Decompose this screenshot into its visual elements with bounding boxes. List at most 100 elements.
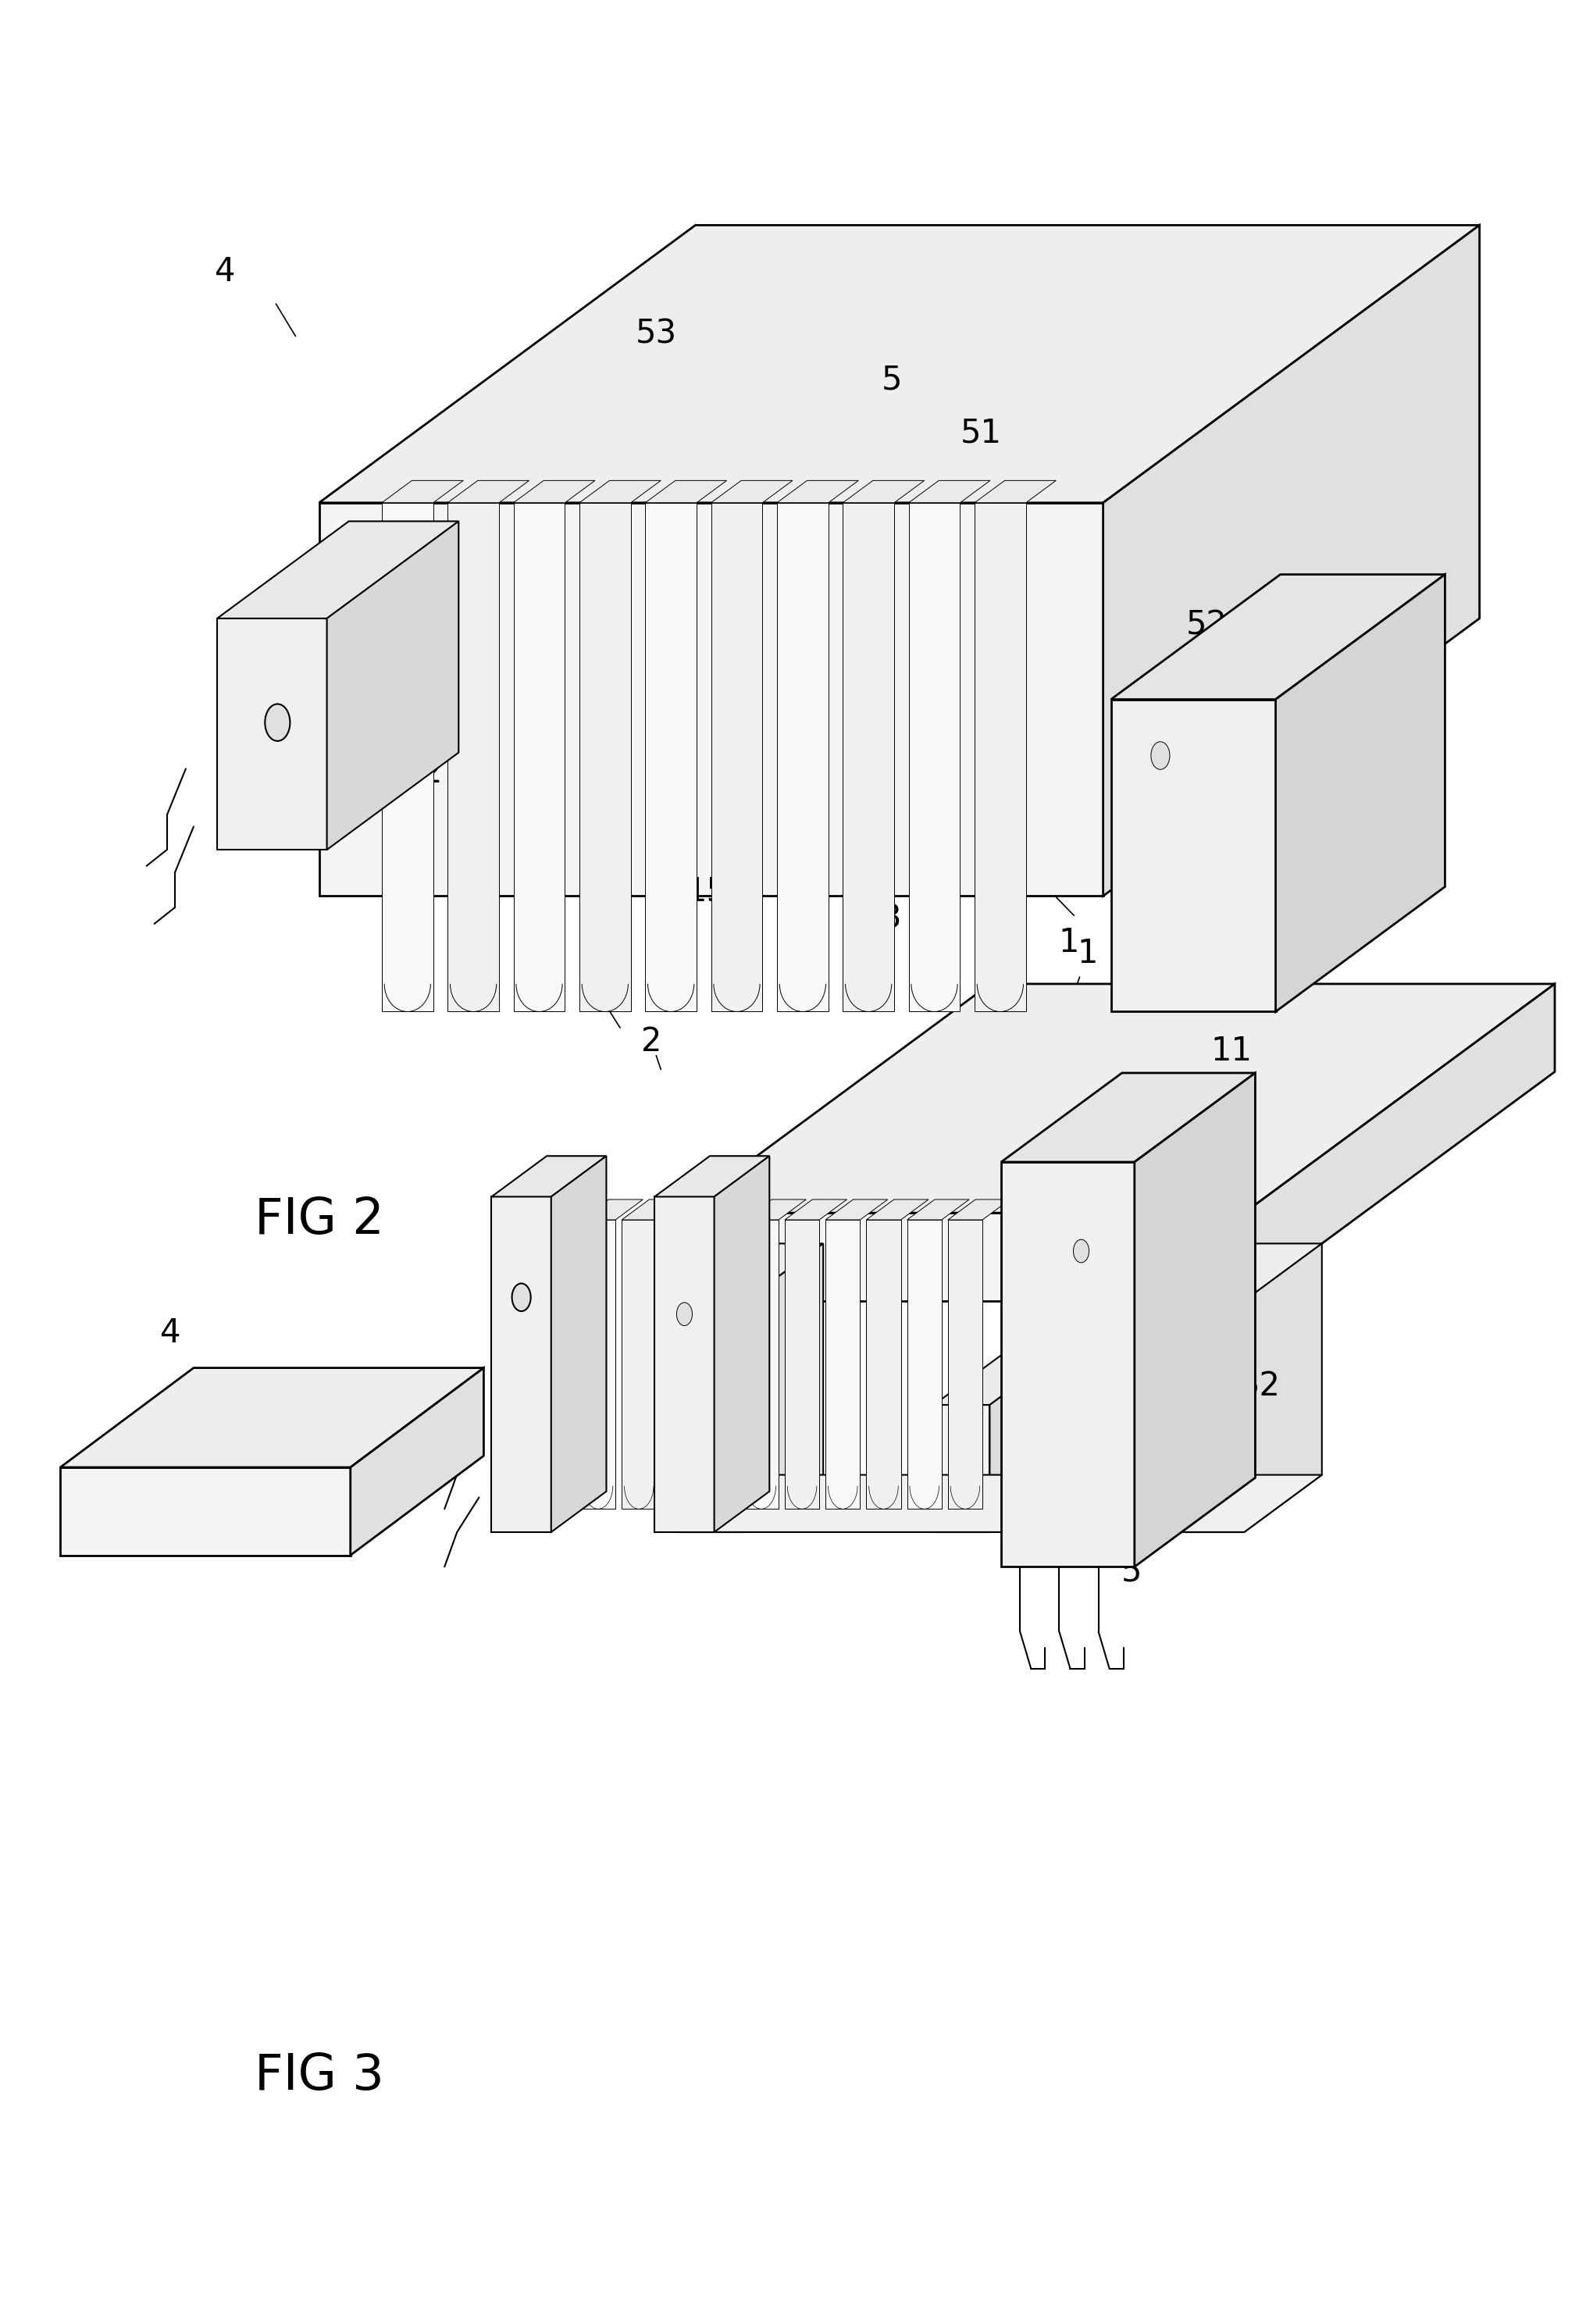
Polygon shape [447,502,499,1011]
Polygon shape [382,481,463,502]
Polygon shape [319,225,1480,502]
Polygon shape [745,1243,823,1532]
Polygon shape [499,1220,534,1508]
Text: 51: 51 [1157,1427,1198,1459]
Polygon shape [1001,1074,1255,1162]
Polygon shape [711,502,763,1011]
Polygon shape [908,481,990,502]
Text: 3: 3 [802,953,823,985]
Polygon shape [867,1220,902,1508]
Polygon shape [744,1199,807,1220]
Text: 15: 15 [718,890,759,925]
Polygon shape [218,618,327,851]
Polygon shape [382,502,433,1011]
Text: 2: 2 [641,1025,662,1057]
Polygon shape [826,1199,887,1220]
Polygon shape [1178,1301,1244,1532]
Polygon shape [319,502,1104,897]
Text: 11: 11 [1271,711,1312,744]
Polygon shape [646,502,696,1011]
Polygon shape [679,1243,823,1301]
Polygon shape [703,1199,766,1220]
Text: 15: 15 [385,688,426,720]
Polygon shape [867,1199,928,1220]
Polygon shape [843,502,894,1011]
Polygon shape [1112,574,1445,700]
Polygon shape [714,1155,769,1532]
Text: 12: 12 [1303,827,1344,860]
Polygon shape [655,1197,714,1532]
Polygon shape [622,1220,657,1508]
Text: 1: 1 [1058,925,1078,957]
Polygon shape [579,481,662,502]
Polygon shape [513,481,595,502]
Polygon shape [1104,225,1480,897]
Polygon shape [1244,983,1555,1301]
Text: 2: 2 [422,758,442,790]
Polygon shape [551,1155,606,1532]
Polygon shape [581,1220,616,1508]
Polygon shape [1001,1162,1134,1566]
Polygon shape [679,1301,745,1532]
Circle shape [1151,741,1170,769]
Polygon shape [1112,700,1276,1011]
Text: 15: 15 [578,976,619,1009]
Polygon shape [947,1220,982,1508]
Polygon shape [703,1220,737,1508]
Text: 11: 11 [1211,1034,1252,1067]
Polygon shape [540,1199,602,1220]
Polygon shape [646,481,726,502]
Polygon shape [351,1369,483,1555]
Polygon shape [843,481,924,502]
Polygon shape [777,502,829,1011]
Text: 52: 52 [1186,609,1227,641]
Polygon shape [1178,1243,1322,1301]
Polygon shape [990,1348,1067,1532]
Polygon shape [60,1466,351,1555]
Polygon shape [499,1199,562,1220]
Polygon shape [785,1220,820,1508]
Polygon shape [491,1155,606,1197]
Text: 53: 53 [666,1232,709,1264]
Polygon shape [908,502,960,1011]
Polygon shape [711,481,793,502]
Polygon shape [906,1220,941,1508]
Polygon shape [1276,574,1445,1011]
Polygon shape [1244,1243,1322,1532]
Text: 4: 4 [159,1318,180,1350]
Text: 51: 51 [960,416,1001,451]
Polygon shape [974,502,1026,1011]
Text: 4: 4 [215,256,235,288]
Polygon shape [663,1199,725,1220]
Circle shape [676,1301,692,1325]
Polygon shape [826,1220,861,1508]
Polygon shape [679,1476,1322,1532]
Polygon shape [655,1155,769,1197]
Polygon shape [679,1213,1244,1301]
Polygon shape [933,1348,1067,1406]
Text: 14: 14 [1126,1122,1168,1155]
Polygon shape [622,1199,684,1220]
Polygon shape [513,502,565,1011]
Polygon shape [785,1199,846,1220]
Text: 52: 52 [1240,1369,1281,1404]
Circle shape [265,704,291,741]
Polygon shape [491,1197,551,1532]
Polygon shape [663,1220,696,1508]
Circle shape [512,1283,531,1311]
Text: 5: 5 [881,365,902,397]
Text: 53: 53 [635,318,677,351]
Polygon shape [540,1220,575,1508]
Text: 15: 15 [685,874,726,909]
Text: 12: 12 [1258,971,1300,1004]
Polygon shape [581,1199,643,1220]
Polygon shape [974,481,1056,502]
Polygon shape [447,481,529,502]
Polygon shape [1134,1074,1255,1566]
Polygon shape [679,983,1555,1213]
Polygon shape [947,1199,1011,1220]
Polygon shape [218,521,458,618]
Text: FIG 3: FIG 3 [254,2052,384,2101]
Polygon shape [777,481,859,502]
Text: 5: 5 [1121,1555,1142,1587]
